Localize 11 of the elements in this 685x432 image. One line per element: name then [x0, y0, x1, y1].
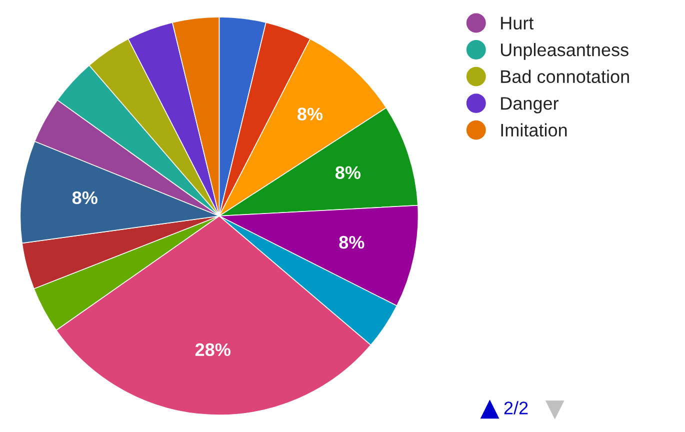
data-label: 8% — [72, 191, 98, 204]
data-label: 28% — [195, 343, 230, 356]
legend-label: Danger — [501, 97, 559, 114]
legend-label: Unpleasantness — [500, 43, 628, 60]
data-label: 8% — [335, 166, 361, 180]
legend-label: Imitation — [501, 123, 567, 137]
data-label: 8% — [339, 236, 364, 249]
data-label: 8% — [298, 108, 323, 120]
legend-label: Hurt — [501, 16, 534, 30]
text: 2/2 — [504, 401, 528, 414]
legend-label: Bad connotation — [501, 70, 629, 84]
